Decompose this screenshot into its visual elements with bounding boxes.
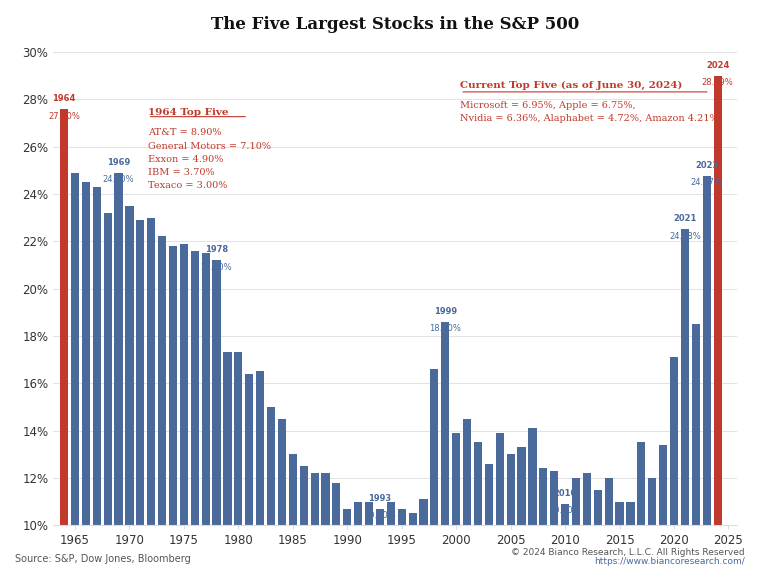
Bar xyxy=(550,471,559,571)
Bar xyxy=(158,236,166,571)
Bar xyxy=(180,244,188,571)
Text: Source: S&P, Dow Jones, Bloomberg: Source: S&P, Dow Jones, Bloomberg xyxy=(15,553,191,564)
Bar xyxy=(213,260,220,571)
Bar xyxy=(201,253,210,571)
Bar xyxy=(234,352,242,571)
Bar xyxy=(93,187,101,571)
Text: 24.77%: 24.77% xyxy=(691,178,723,187)
Bar xyxy=(299,466,308,571)
Text: 24.90%: 24.90% xyxy=(103,175,135,184)
Bar xyxy=(714,76,722,571)
Bar xyxy=(485,464,493,571)
Text: 28.99%: 28.99% xyxy=(701,78,733,87)
Text: 1993: 1993 xyxy=(369,494,391,503)
Bar xyxy=(430,369,439,571)
Bar xyxy=(223,352,232,571)
Bar xyxy=(332,482,340,571)
Text: 1999: 1999 xyxy=(434,307,457,316)
Title: The Five Largest Stocks in the S&P 500: The Five Largest Stocks in the S&P 500 xyxy=(211,16,579,33)
Bar xyxy=(616,502,624,571)
Bar xyxy=(474,443,482,571)
Bar xyxy=(420,499,428,571)
Bar xyxy=(594,490,602,571)
Bar xyxy=(463,419,471,571)
Bar xyxy=(365,502,373,571)
Text: © 2024 Bianco Research, L.L.C. All Rights Reserved: © 2024 Bianco Research, L.L.C. All Right… xyxy=(511,548,745,557)
Bar xyxy=(561,504,569,571)
Bar xyxy=(692,324,700,571)
Text: 18.60%: 18.60% xyxy=(429,324,461,333)
Bar xyxy=(344,509,351,571)
Bar xyxy=(583,473,591,571)
Text: 2023: 2023 xyxy=(695,160,718,170)
Bar xyxy=(496,433,504,571)
Text: Current Top Five (as of June 30, 2024): Current Top Five (as of June 30, 2024) xyxy=(460,81,682,90)
Bar xyxy=(169,246,177,571)
Bar xyxy=(670,357,678,571)
Bar xyxy=(638,443,645,571)
Text: 2021: 2021 xyxy=(673,215,697,223)
Bar xyxy=(681,230,689,571)
Text: 2024: 2024 xyxy=(706,61,730,70)
Bar xyxy=(256,371,264,571)
Bar xyxy=(442,321,449,571)
Bar xyxy=(267,407,275,571)
Bar xyxy=(311,473,318,571)
Text: 1964 Top Five: 1964 Top Five xyxy=(147,108,228,117)
Bar xyxy=(71,172,79,571)
Bar xyxy=(540,468,547,571)
Text: AT&T = 8.90%
General Motors = 7.10%
Exxon = 4.90%
IBM = 3.70%
Texaco = 3.00%: AT&T = 8.90% General Motors = 7.10% Exxo… xyxy=(147,128,271,190)
Text: 1964: 1964 xyxy=(52,94,76,103)
Bar xyxy=(648,478,657,571)
Bar xyxy=(528,428,537,571)
Text: https://www.biancoresearch.com/: https://www.biancoresearch.com/ xyxy=(594,557,745,566)
Bar xyxy=(321,473,330,571)
Bar xyxy=(60,108,68,571)
Bar xyxy=(605,478,613,571)
Text: 1969: 1969 xyxy=(107,158,130,167)
Bar xyxy=(702,176,711,571)
Text: 1978: 1978 xyxy=(205,245,228,254)
Bar xyxy=(397,509,406,571)
Text: 21.20%: 21.20% xyxy=(201,263,233,272)
Text: 27.60%: 27.60% xyxy=(48,112,80,121)
Bar xyxy=(136,220,144,571)
Bar xyxy=(82,182,90,571)
Text: 24.58%: 24.58% xyxy=(669,232,701,241)
Bar xyxy=(376,509,384,571)
Bar xyxy=(103,213,112,571)
Bar xyxy=(115,172,122,571)
Bar xyxy=(125,206,134,571)
Bar xyxy=(387,502,395,571)
Bar xyxy=(289,455,297,571)
Bar xyxy=(409,513,416,571)
Text: Microsoft = 6.95%, Apple = 6.75%,
Nvidia = 6.36%, Alaphabet = 4.72%, Amazon 4.21: Microsoft = 6.95%, Apple = 6.75%, Nvidia… xyxy=(460,100,719,123)
Bar xyxy=(354,502,363,571)
Bar xyxy=(626,502,635,571)
Bar xyxy=(191,251,199,571)
Text: 10.90%: 10.90% xyxy=(549,506,581,516)
Bar xyxy=(147,218,155,571)
Bar xyxy=(245,374,253,571)
Bar xyxy=(572,478,580,571)
Bar xyxy=(507,455,515,571)
Bar xyxy=(452,433,461,571)
Bar xyxy=(518,447,526,571)
Text: 2010: 2010 xyxy=(553,489,577,498)
Text: 10.70%: 10.70% xyxy=(364,511,396,520)
Bar xyxy=(278,419,286,571)
Bar xyxy=(659,445,667,571)
